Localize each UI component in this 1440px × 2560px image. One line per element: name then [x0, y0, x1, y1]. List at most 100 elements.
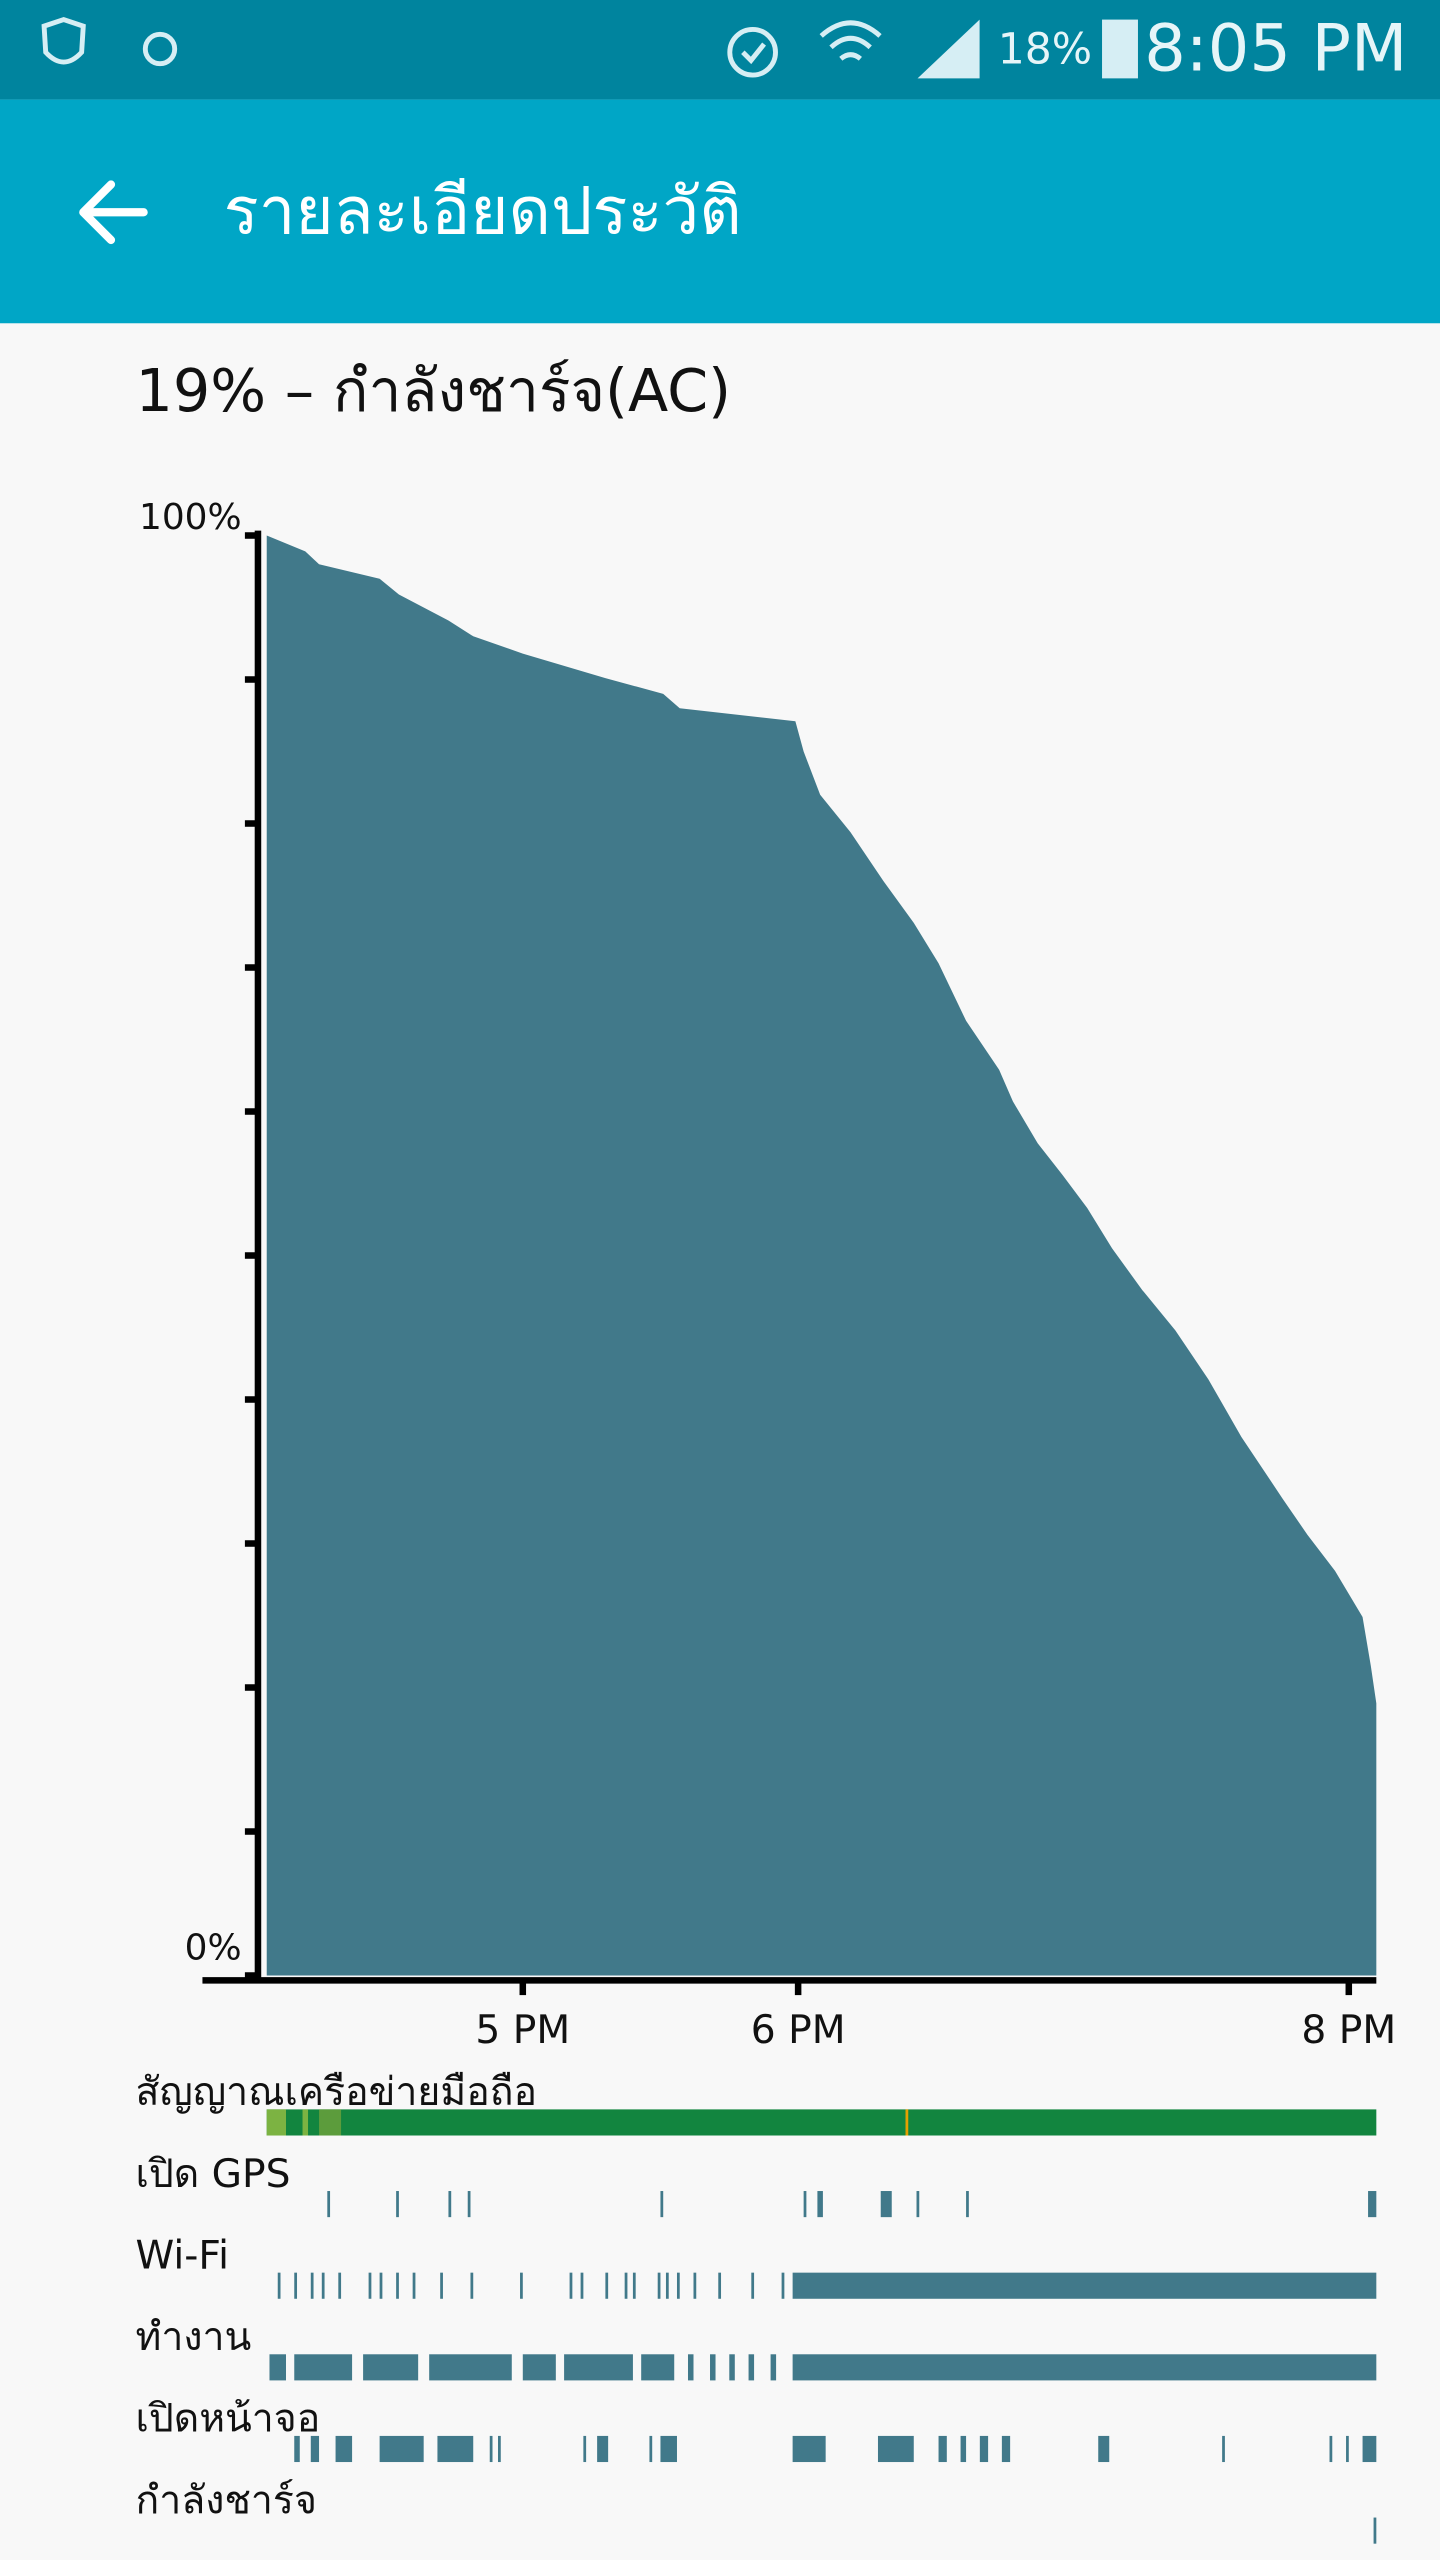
- activity-segment: [792, 2435, 826, 2463]
- activity-label: เปิด GPS: [136, 2152, 291, 2197]
- chart: 0% 100% 5 PM 6 PM 8 PM สัญญาณเครือข่ายมือถือเ…: [136, 497, 1396, 2544]
- activity-segment: [1222, 2435, 1225, 2463]
- activity-segment: [781, 2272, 785, 2299]
- activity-label: เปิดหน้าจอ: [136, 2397, 321, 2442]
- activity-segment: [729, 2354, 735, 2381]
- battery-percent: 18%: [998, 26, 1092, 75]
- status-bar: [0, 0, 1440, 100]
- battery-area: [266, 535, 1377, 1976]
- activity-segment: [605, 2272, 609, 2299]
- activity-segment: [660, 2191, 664, 2218]
- activity-segment: [803, 2191, 807, 2218]
- activity-segment: [412, 2272, 416, 2299]
- activity-segment: [302, 2109, 309, 2136]
- activity-segment: [1001, 2435, 1011, 2463]
- x-tick-label: 5 PM: [475, 2008, 570, 2053]
- activity-segment: [597, 2435, 609, 2463]
- activity-label: กำลังชาร์จ: [136, 2478, 317, 2523]
- activity-segment: [770, 2354, 777, 2381]
- activity-segment: [624, 2272, 628, 2299]
- activity-label: สัญญาณเครือข่ายมือถือ: [136, 2070, 537, 2115]
- activity-segment: [277, 2272, 281, 2299]
- activity-segment: [520, 2272, 523, 2299]
- y-tick-label: 0%: [185, 1927, 242, 1968]
- activity-segment: [319, 2109, 342, 2136]
- activity-segment: [979, 2435, 989, 2463]
- activity-segment: [880, 2191, 892, 2218]
- activity-segment: [877, 2435, 914, 2463]
- activity-segment: [335, 2435, 353, 2463]
- activity-segment: [440, 2272, 443, 2299]
- activity-segment: [938, 2435, 947, 2463]
- activity-segment: [266, 2109, 287, 2136]
- activity-segment: [660, 2435, 677, 2463]
- activity-segment: [580, 2272, 584, 2299]
- activity-segment: [916, 2191, 920, 2218]
- activity-segment: [321, 2272, 325, 2299]
- activity-segment: [751, 2272, 755, 2299]
- activity-segment: [269, 2354, 287, 2381]
- activity-segment: [583, 2435, 587, 2463]
- activity-segment: [429, 2354, 512, 2381]
- activity-segment: [693, 2272, 697, 2299]
- activity-segment: [641, 2354, 675, 2381]
- activity-segment: [437, 2435, 474, 2463]
- activity-segment: [294, 2354, 353, 2381]
- activity-segment: [396, 2191, 399, 2218]
- activity-segment: [448, 2191, 452, 2218]
- x-tick-label: 6 PM: [751, 2008, 846, 2053]
- activity-segment: [649, 2435, 653, 2463]
- activity-label: ทำงาน: [136, 2315, 252, 2360]
- activity-segment: [1098, 2435, 1110, 2463]
- activity-segment: [817, 2191, 823, 2218]
- clock: 8:05 PM: [1144, 10, 1407, 86]
- x-tick-label: 8 PM: [1301, 2008, 1396, 2053]
- activity-segment: [379, 2272, 383, 2299]
- activity-segment: [687, 2354, 694, 2381]
- app-bar: [0, 99, 1440, 324]
- activity-segment: [665, 2272, 669, 2299]
- battery-icon: [1102, 19, 1138, 79]
- activity-segment: [338, 2272, 342, 2299]
- activity-segment: [676, 2272, 680, 2299]
- activity-segment: [564, 2354, 633, 2381]
- activity-segment: [710, 2354, 716, 2381]
- activity-segment: [632, 2272, 636, 2299]
- activity-segment: [467, 2191, 471, 2218]
- activity-segment: [310, 2435, 320, 2463]
- signal-icon: [917, 19, 980, 79]
- activity-segment: [522, 2354, 556, 2381]
- activity-segment: [498, 2435, 501, 2463]
- activity-segment: [966, 2191, 969, 2218]
- activity-segment: [363, 2354, 419, 2381]
- activity-segment: [294, 2272, 298, 2299]
- y-tick-label: 100%: [139, 497, 242, 538]
- activity-segment: [379, 2435, 424, 2463]
- activity-segment: [1368, 2191, 1377, 2218]
- activity-segment: [792, 2272, 1377, 2299]
- activity-segment: [748, 2354, 755, 2381]
- activity-segment: [1329, 2435, 1333, 2463]
- activity-segment: [470, 2272, 474, 2299]
- back-button[interactable]: [79, 180, 148, 245]
- activity-segment: [905, 2109, 909, 2136]
- app-title: รายละเอียดประวัติ: [224, 174, 742, 250]
- activity-segment: [266, 2109, 1377, 2136]
- activity-segment: [792, 2354, 1377, 2381]
- activity-segment: [489, 2435, 493, 2463]
- activity-segment: [396, 2272, 399, 2299]
- activity-segment: [718, 2272, 722, 2299]
- activity-segment: [569, 2272, 573, 2299]
- activity-segment: [310, 2272, 314, 2299]
- activity-segment: [1346, 2435, 1349, 2463]
- activity-label: Wi-Fi: [136, 2233, 229, 2278]
- activity-segment: [1373, 2517, 1377, 2544]
- activity-segment: [294, 2435, 300, 2463]
- activity-segment: [657, 2272, 661, 2299]
- activity-segment: [327, 2191, 331, 2218]
- chart-title: 19% – กำลังชาร์จ(AC): [136, 356, 732, 425]
- status-icons: [41, 17, 882, 78]
- activity-segment: [368, 2272, 372, 2299]
